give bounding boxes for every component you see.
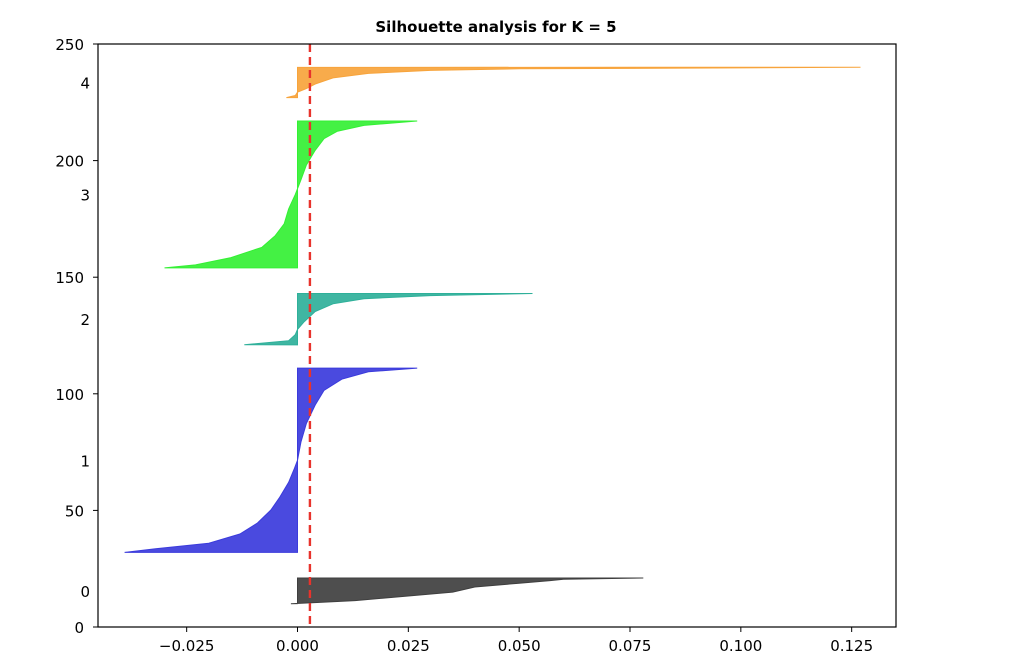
y-tick-label: 250 — [55, 36, 84, 54]
silhouette-clusters — [124, 66, 861, 605]
cluster-3-silhouette — [164, 120, 418, 269]
axes-frame — [97, 43, 897, 628]
y-axis-ticks: 0 50 100 150 200 250 — [55, 36, 98, 637]
x-axis-ticks: −0.025 0.000 0.025 0.050 0.075 0.100 0.125 — [159, 627, 873, 655]
y-tick-label: 100 — [55, 386, 84, 404]
chart-title: Silhouette analysis for K = 5 — [375, 18, 616, 36]
x-tick-label: 0.075 — [609, 637, 652, 655]
cluster-1-silhouette — [124, 367, 418, 553]
cluster-labels: 0 1 2 3 4 — [80, 74, 90, 600]
cluster-0-silhouette — [290, 577, 644, 605]
x-tick-label: 0.050 — [498, 637, 541, 655]
x-tick-label: 0.125 — [830, 637, 873, 655]
cluster-label-0: 0 — [80, 583, 90, 601]
cluster-label-4: 4 — [80, 74, 90, 92]
cluster-2-silhouette — [244, 293, 533, 346]
y-tick-label: 0 — [74, 619, 84, 637]
y-tick-label: 200 — [55, 153, 84, 171]
cluster-label-1: 1 — [80, 452, 90, 470]
cluster-label-2: 2 — [80, 311, 90, 329]
cluster-4-silhouette — [286, 66, 861, 99]
x-tick-label: 0.000 — [276, 637, 319, 655]
y-tick-label: 50 — [65, 502, 84, 520]
y-tick-label: 150 — [55, 269, 84, 287]
x-tick-label: 0.100 — [719, 637, 762, 655]
x-tick-label: −0.025 — [159, 637, 215, 655]
cluster-label-3: 3 — [80, 186, 90, 204]
x-tick-label: 0.025 — [387, 637, 430, 655]
